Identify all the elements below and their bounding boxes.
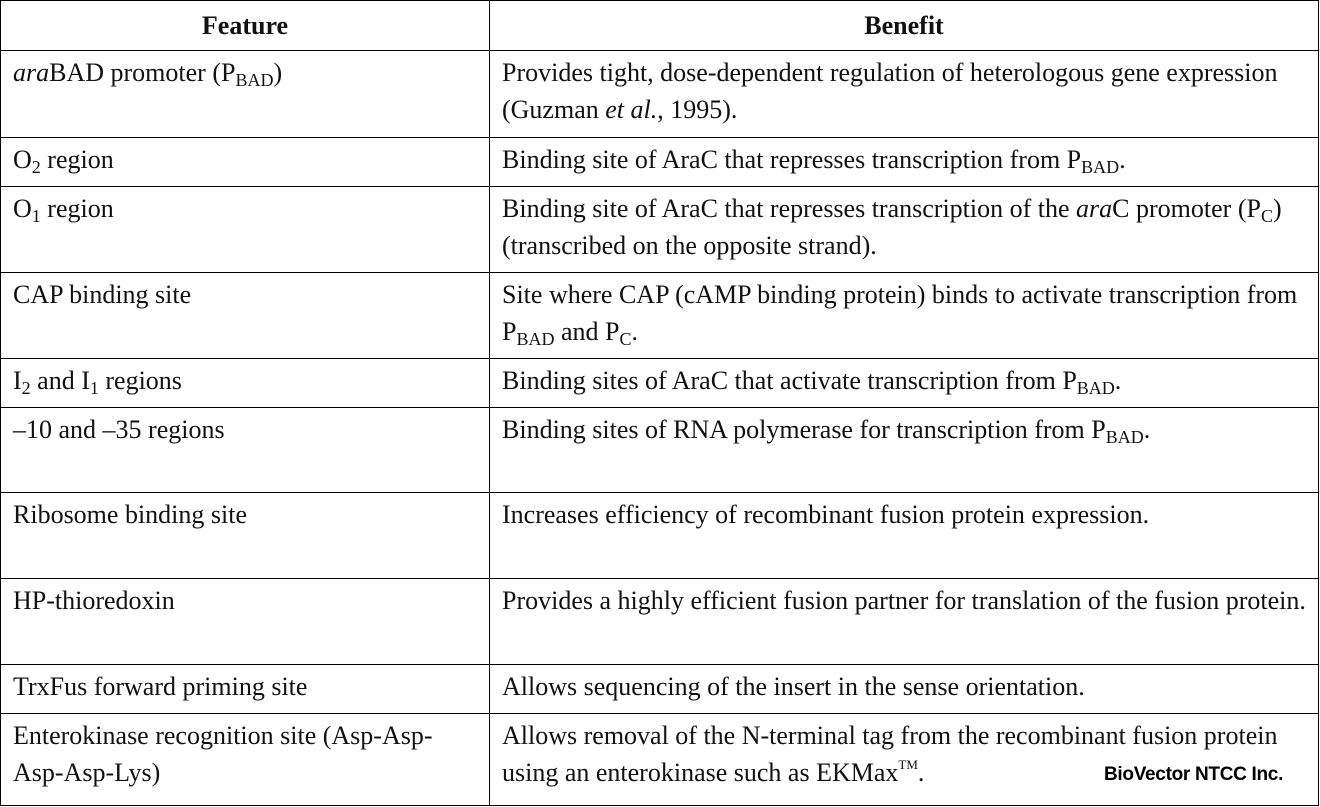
- text: BAD: [1081, 157, 1120, 177]
- text: regions: [98, 366, 182, 395]
- text: –10 and –35 regions: [13, 415, 225, 444]
- text: C: [1260, 206, 1273, 226]
- text: .: [1119, 145, 1126, 174]
- text: C: [619, 329, 632, 349]
- text: HP-thioredoxin: [13, 586, 175, 615]
- benefit-cell: Increases efficiency of recombinant fusi…: [489, 492, 1319, 579]
- benefit-cell: Allows sequencing of the insert in the s…: [489, 664, 1319, 714]
- text: BAD promoter (P: [49, 58, 236, 87]
- feature-cell: Ribosome binding site: [0, 492, 490, 579]
- row: HP-thioredoxin Provides a highly efficie…: [0, 578, 1319, 665]
- text: Increases efficiency of recombinant fusi…: [502, 500, 1150, 529]
- text: BAD: [1076, 378, 1115, 398]
- text: 1: [89, 378, 99, 398]
- text: BAD: [1105, 427, 1144, 447]
- feature-cell: O1 region: [0, 186, 490, 273]
- text: ): [273, 58, 283, 87]
- feature-cell: O2 region: [0, 137, 490, 187]
- text: Allows sequencing of the insert in the s…: [502, 672, 1085, 701]
- text: Binding sites of AraC that activate tran…: [502, 366, 1077, 395]
- row: TrxFus forward priming site Allows seque…: [0, 664, 1319, 714]
- text: C promoter (P: [1112, 194, 1261, 223]
- row: Enterokinase recognition site (Asp-Asp-A…: [0, 713, 1319, 806]
- feature-cell: –10 and –35 regions: [0, 407, 490, 493]
- header-row: Feature Benefit: [0, 0, 1319, 51]
- text: and I: [30, 366, 90, 395]
- row: O1 region Binding site of AraC that repr…: [0, 186, 1319, 273]
- text: BAD: [516, 329, 555, 349]
- text: Provides a highly efficient fusion partn…: [502, 586, 1306, 615]
- text: et al.: [605, 95, 658, 124]
- text: Binding site of AraC that represses tran…: [502, 194, 1077, 223]
- row: I2 and I1 regions Binding sites of AraC …: [0, 358, 1319, 408]
- benefit-cell: Site where CAP (cAMP binding protein) bi…: [489, 272, 1319, 359]
- text: TrxFus forward priming site: [13, 672, 308, 701]
- benefit-cell: Binding site of AraC that represses tran…: [489, 137, 1319, 187]
- text: O: [13, 145, 32, 174]
- row: Ribosome binding site Increases efficien…: [0, 492, 1319, 579]
- text: and P: [554, 317, 620, 346]
- text: 1: [31, 206, 41, 226]
- text: Enterokinase recognition site (Asp-Asp-A…: [13, 721, 433, 787]
- text: Binding sites of RNA polymerase for tran…: [502, 415, 1106, 444]
- benefit-cell: Binding sites of RNA polymerase for tran…: [489, 407, 1319, 493]
- text: region: [40, 145, 114, 174]
- text: ara: [13, 58, 50, 87]
- text: I: [13, 366, 22, 395]
- feature-cell: TrxFus forward priming site: [0, 664, 490, 714]
- watermark: BioVector NTCC Inc.: [1104, 764, 1284, 785]
- text: BAD: [235, 70, 274, 90]
- feature-cell: araBAD promoter (PBAD): [0, 50, 490, 138]
- header-cell: Feature: [0, 0, 490, 51]
- feature-cell: HP-thioredoxin: [0, 578, 490, 665]
- benefit-cell: Allows removal of the N-terminal tag fro…: [489, 713, 1319, 806]
- feature-cell: I2 and I1 regions: [0, 358, 490, 408]
- text: Site where CAP (cAMP binding protein) bi…: [502, 280, 1298, 346]
- row: –10 and –35 regions Binding sites of RNA…: [0, 407, 1319, 493]
- text: Allows removal of the N-terminal tag fro…: [502, 721, 1278, 787]
- feature-cell: CAP binding site: [0, 272, 490, 359]
- benefit-cell: Provides tight, dose-dependent regulatio…: [489, 50, 1319, 138]
- text: CAP binding site: [13, 280, 192, 309]
- text: ara: [1076, 194, 1113, 223]
- text: O: [13, 194, 32, 223]
- row: O2 region Binding site of AraC that repr…: [0, 137, 1319, 187]
- text: 2: [21, 378, 31, 398]
- text: 2: [31, 157, 41, 177]
- row: CAP binding site Site where CAP (cAMP bi…: [0, 272, 1319, 359]
- benefit-cell: Binding site of AraC that represses tran…: [489, 186, 1319, 273]
- text: Binding site of AraC that represses tran…: [502, 145, 1082, 174]
- feature-cell: Enterokinase recognition site (Asp-Asp-A…: [0, 713, 490, 806]
- text: Ribosome binding site: [13, 500, 247, 529]
- text: .: [917, 758, 925, 787]
- text: , 1995).: [657, 95, 738, 124]
- row: araBAD promoter (PBAD) Provides tight, d…: [0, 50, 1319, 138]
- text: .: [1143, 415, 1151, 444]
- text: ) (transcribed on the opposite strand).: [502, 194, 1282, 260]
- text: region: [40, 194, 114, 223]
- text: Provides tight, dose-dependent regulatio…: [502, 58, 1278, 124]
- text: TM: [898, 757, 918, 772]
- text: .: [1114, 366, 1122, 395]
- benefit-cell: Provides a highly efficient fusion partn…: [489, 578, 1319, 665]
- header-cell: Benefit: [489, 0, 1319, 51]
- benefit-cell: Binding sites of AraC that activate tran…: [489, 358, 1319, 408]
- text: .: [631, 317, 639, 346]
